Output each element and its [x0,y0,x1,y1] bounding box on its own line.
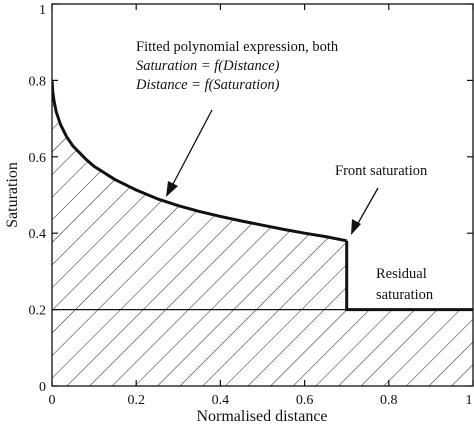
fit-annotation-line2: Saturation = f(Distance) [136,58,280,74]
fit-annotation-arrowhead [166,181,178,197]
axis-ticks: 0 0.2 0.4 0.6 0.8 1 0 0.2 0.4 0.6 0.8 1 [29,3,474,408]
y-axis-label: Saturation [4,162,21,228]
residual-label-backing [370,262,458,304]
x-tick-label: 0.6 [296,393,314,408]
fit-annotation-line3: Distance = f(Saturation) [135,77,280,93]
residual-annotation-line2: saturation [376,287,434,303]
front-annotation: Front saturation [335,163,428,179]
x-tick-label: 0.2 [127,393,145,408]
x-tick-label: 0.4 [212,393,230,408]
plot-area [52,80,473,386]
x-tick-label: 0 [49,393,56,408]
y-tick-label: 0.6 [29,151,47,166]
fit-annotation-arrow [171,109,213,187]
y-tick-label: 0 [39,380,46,395]
front-step-line [345,240,473,312]
saturation-curve [52,80,347,243]
x-tick-label: 0.8 [380,393,398,408]
x-tick-label: 1 [466,393,473,408]
hatched-region [52,80,473,386]
y-tick-label: 0.8 [29,74,47,89]
y-tick-label: 1 [39,3,46,18]
x-axis-label: Normalised distance [196,408,327,425]
fit-annotation-line1: Fitted polynomial expression, both [136,39,339,55]
front-annotation-arrow [356,187,379,226]
y-tick-label: 0.4 [29,227,47,242]
y-tick-label: 0.2 [29,304,47,319]
front-annotation-arrowhead [351,219,361,235]
plot-frame [51,3,474,387]
residual-annotation-line1: Residual [376,266,427,282]
